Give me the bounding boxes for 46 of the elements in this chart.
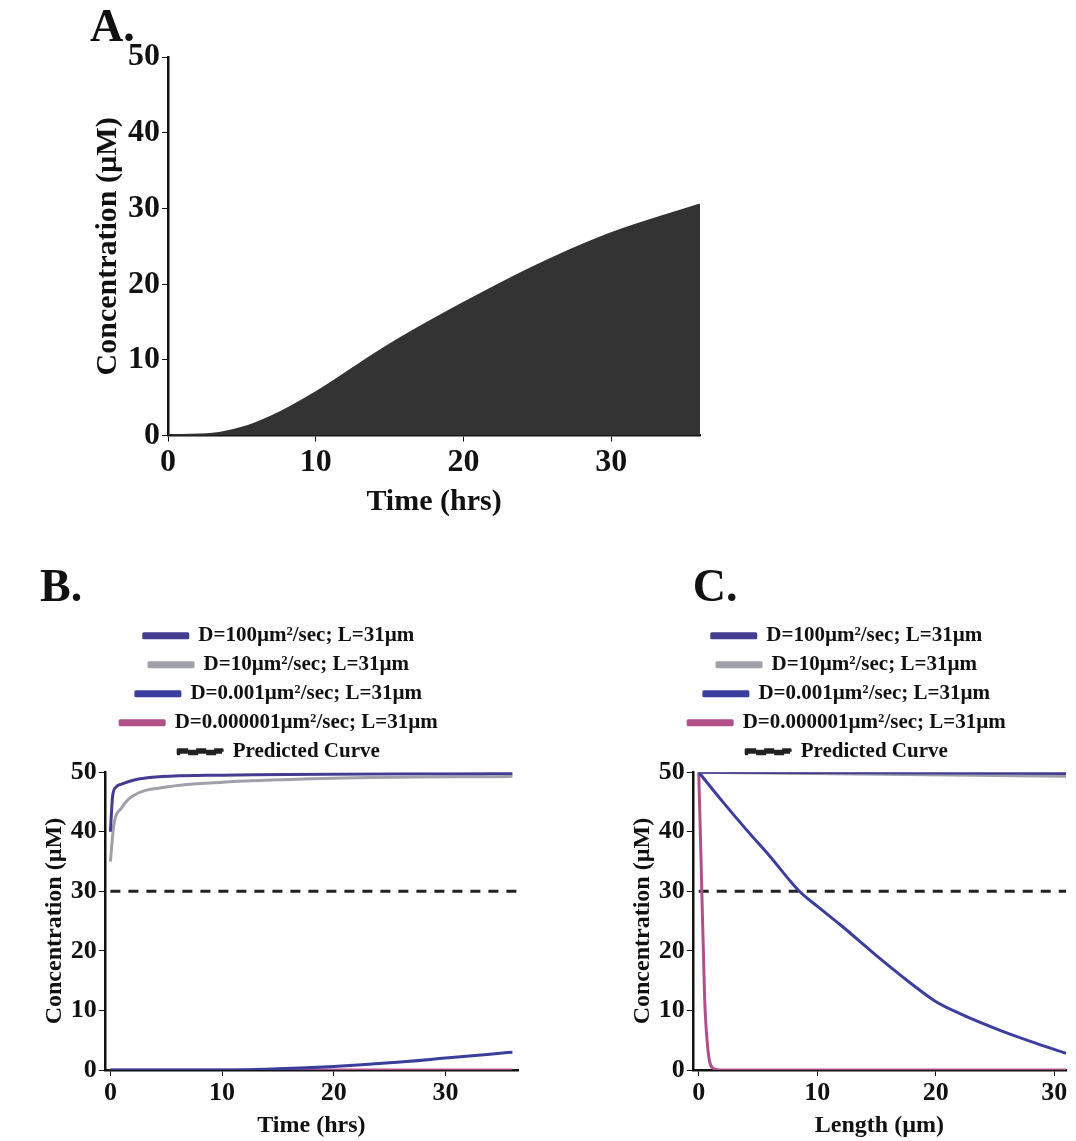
y-tick-label: 10 (128, 339, 160, 376)
x-axis-title: Length (µm) (814, 1110, 944, 1137)
y-axis-title: Concentration (µM) (627, 817, 654, 1025)
y-tick-label: 50 (658, 755, 685, 785)
x-tick-label: 30 (595, 442, 628, 479)
y-tick-label: 20 (128, 263, 160, 300)
legend-label: D=0.001µm²/sec; L=31µm (190, 680, 423, 705)
x-tick-label: 30 (432, 1077, 459, 1107)
legend-label: D=100µm²/sec; L=31µm (198, 622, 415, 647)
chart-title: C. (692, 560, 738, 612)
x-tick-label: 20 (922, 1077, 949, 1107)
y-axis-title: Concentration (µM) (88, 117, 123, 376)
legend-label: D=10µm²/sec; L=31µm (203, 651, 410, 676)
legend-label: D=0.001µm²/sec; L=31µm (758, 680, 991, 705)
y-axis-title: Concentration (µM) (39, 817, 66, 1025)
y-tick-label: 0 (144, 414, 160, 451)
y-tick-label: 40 (128, 112, 160, 149)
chart-title: B. (40, 560, 83, 612)
x-axis-title: Time (hrs) (366, 482, 502, 517)
legend-label: D=100µm²/sec; L=31µm (766, 622, 983, 647)
y-tick-label: 20 (70, 934, 97, 964)
x-tick-label: 10 (299, 442, 332, 479)
y-tick-label: 20 (658, 934, 685, 964)
y-tick-label: 30 (128, 187, 160, 224)
x-tick-label: 20 (447, 442, 480, 479)
legend-label: D=10µm²/sec; L=31µm (771, 651, 978, 676)
x-tick-label: 30 (1041, 1077, 1068, 1107)
legend-label: D=0.000001µm²/sec; L=31µm (742, 709, 1007, 734)
x-tick-label: 0 (692, 1077, 706, 1107)
x-tick-label: 10 (209, 1077, 236, 1107)
y-tick-label: 0 (83, 1053, 97, 1083)
y-tick-label: 40 (70, 815, 97, 845)
legend-label: Predicted Curve (232, 738, 380, 763)
x-axis-title: Time (hrs) (257, 1110, 366, 1137)
y-tick-label: 10 (70, 994, 97, 1024)
y-tick-label: 0 (671, 1053, 685, 1083)
x-tick-label: 0 (103, 1077, 117, 1107)
y-tick-label: 10 (658, 994, 685, 1024)
y-tick-label: 30 (70, 875, 97, 905)
legend-label: D=0.000001µm²/sec; L=31µm (174, 709, 439, 734)
y-tick-label: 50 (70, 755, 97, 785)
x-tick-label: 20 (320, 1077, 347, 1107)
legend-label: Predicted Curve (800, 738, 948, 763)
y-tick-label: 40 (658, 815, 685, 845)
y-tick-label: 30 (658, 875, 685, 905)
x-tick-label: 10 (804, 1077, 831, 1107)
